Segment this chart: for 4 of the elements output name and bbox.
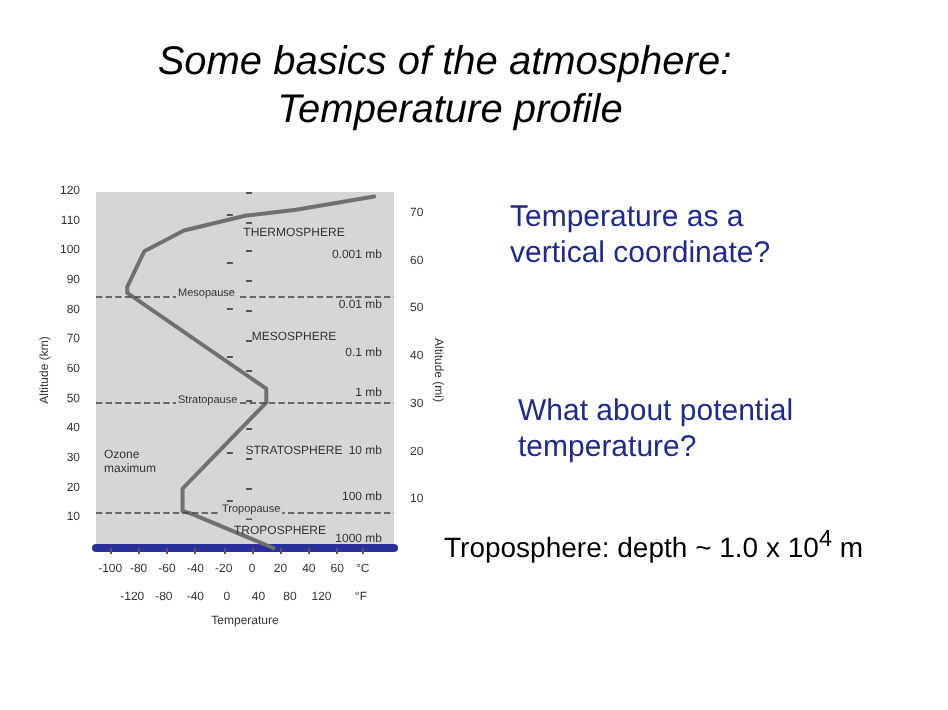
chart-title: Some basics of the atmosphere: Temperature profile (157, 40, 743, 132)
text: What about potential temperature? (518, 394, 796, 466)
text: Temperature as a vertical coordinate? (510, 200, 773, 272)
text: Troposphere: depth ~ 1.0 x 10$^{4}$ m (444, 524, 865, 566)
